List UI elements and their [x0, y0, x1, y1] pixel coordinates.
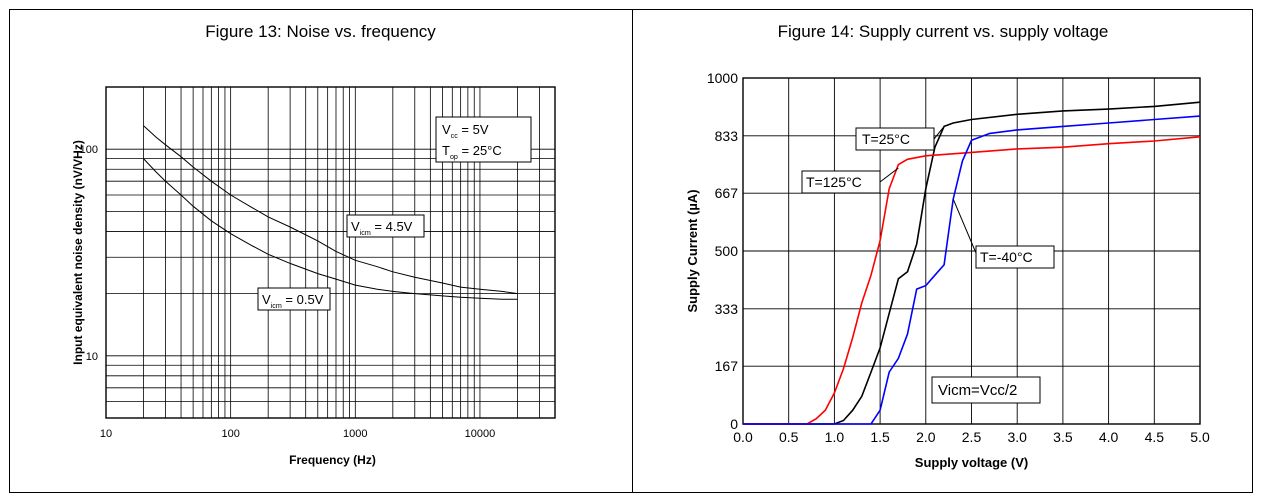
conditions-box — [435, 116, 532, 163]
x-tick-label: 3.5 — [1053, 429, 1073, 445]
figure-13-title: Figure 13: Noise vs. frequency — [205, 22, 436, 41]
supply-plot-border — [742, 77, 1201, 425]
noise-series-line — [143, 158, 518, 300]
y-tick-label: 0 — [730, 416, 738, 432]
condition-box — [931, 376, 1041, 404]
y-tick-label: 333 — [715, 301, 739, 317]
series-leader-line — [952, 198, 977, 254]
supply-series-line — [743, 136, 1201, 425]
series-b-label-box — [257, 287, 331, 311]
series-b-label: Vicm = 0.5V — [262, 292, 324, 310]
figure-14-title: Figure 14: Supply current vs. supply vol… — [777, 22, 1109, 41]
y-tick-label: 833 — [715, 128, 739, 144]
y-tick-label: 167 — [715, 358, 739, 374]
series-label: T=-40°C — [980, 249, 1033, 265]
figure-divider — [632, 9, 633, 493]
series-leader-line — [933, 126, 945, 140]
series-leader-line — [879, 167, 899, 183]
x-tick-label: 2.0 — [916, 429, 936, 445]
x-tick-label: 2.5 — [962, 429, 982, 445]
x-tick-label: 10000 — [465, 428, 496, 440]
x-tick-label: 0.5 — [779, 429, 799, 445]
series-label-box — [975, 245, 1055, 269]
x-axis-label: Frequency (Hz) — [289, 453, 376, 467]
series-label-box — [855, 127, 935, 151]
noise-series-line — [143, 125, 518, 295]
series-a-label-box — [346, 214, 425, 238]
x-tick-label: 0.0 — [733, 429, 753, 445]
x-axis-label: Supply voltage (V) — [915, 455, 1028, 470]
series-a-label: Vicm = 4.5V — [351, 219, 413, 237]
x-tick-label: 1.0 — [825, 429, 845, 445]
x-tick-label: 4.0 — [1099, 429, 1119, 445]
conditions-temperature: Top = 25°C — [442, 143, 502, 161]
series-label-box — [801, 170, 881, 194]
y-tick-label: 10 — [86, 351, 98, 363]
x-tick-label: 1000 — [343, 428, 367, 440]
y-tick-label: 1000 — [707, 70, 738, 86]
supply-grid — [743, 78, 1200, 424]
supply-series-line — [743, 101, 1201, 425]
noise-plot-border — [105, 86, 556, 419]
x-tick-label: 5.0 — [1190, 429, 1210, 445]
y-tick-label: 667 — [715, 185, 739, 201]
x-tick-label: 100 — [221, 428, 239, 440]
y-axis-label: Supply Current (µA) — [685, 189, 700, 312]
series-label: T=125°C — [806, 174, 862, 190]
condition-label: Vicm=Vcc/2 — [938, 382, 1017, 399]
series-label: T=25°C — [862, 131, 910, 147]
x-tick-label: 1.5 — [870, 429, 890, 445]
y-tick-label: 100 — [80, 144, 98, 156]
figure-frame — [9, 9, 1253, 493]
supply-series-line — [743, 115, 1201, 425]
y-tick-label: 500 — [715, 243, 739, 259]
conditions-vcc: Vcc = 5V — [442, 122, 489, 140]
x-tick-label: 10 — [100, 428, 112, 440]
x-tick-label: 3.0 — [1007, 429, 1027, 445]
x-tick-label: 4.5 — [1145, 429, 1165, 445]
y-axis-label: Input equivalent noise density (nV/VHz) — [71, 140, 85, 365]
